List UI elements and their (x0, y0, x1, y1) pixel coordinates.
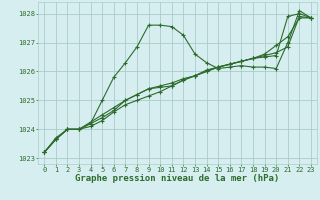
X-axis label: Graphe pression niveau de la mer (hPa): Graphe pression niveau de la mer (hPa) (76, 174, 280, 183)
